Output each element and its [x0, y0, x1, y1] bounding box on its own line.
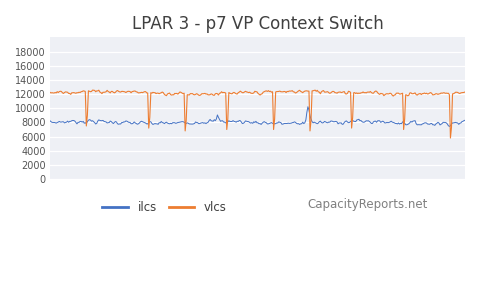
Title: LPAR 3 - p7 VP Context Switch: LPAR 3 - p7 VP Context Switch: [132, 15, 384, 33]
Text: CapacityReports.net: CapacityReports.net: [307, 198, 428, 211]
Legend: ilcs, vlcs: ilcs, vlcs: [97, 196, 231, 219]
